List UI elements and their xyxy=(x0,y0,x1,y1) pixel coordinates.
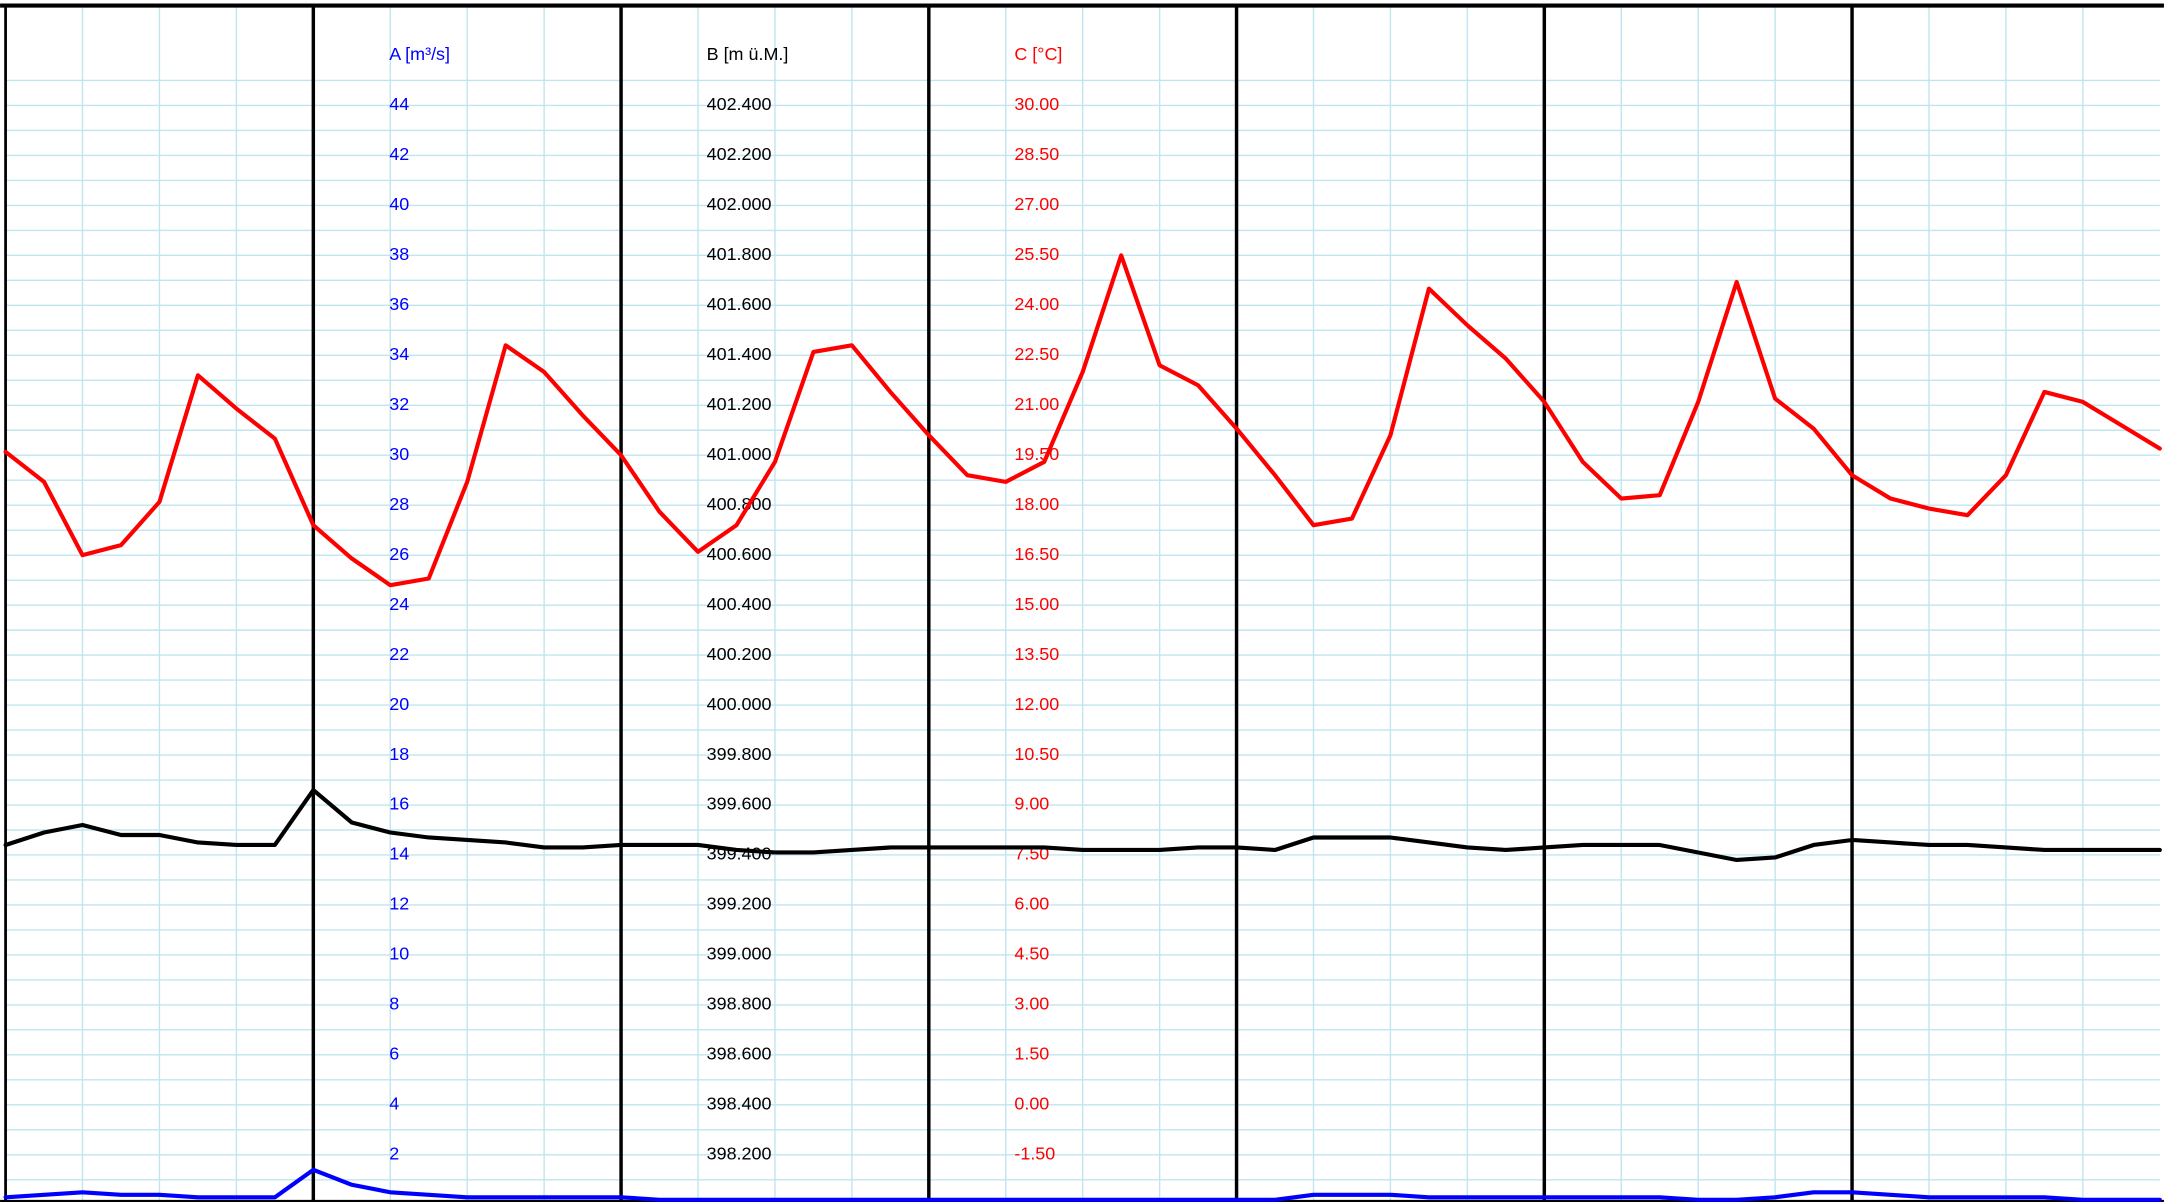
y-tick-label: 22 xyxy=(389,644,409,664)
y-tick-label: 398.600 xyxy=(707,1044,772,1064)
y-tick-label: 27.00 xyxy=(1014,194,1059,214)
y-tick-label: 401.000 xyxy=(707,444,772,464)
y-tick-label: 28.50 xyxy=(1014,144,1059,164)
y-tick-label: 30.00 xyxy=(1014,94,1059,114)
y-tick-label: 3.00 xyxy=(1014,994,1049,1014)
y-tick-label: 32 xyxy=(389,394,409,414)
y-tick-label: 36 xyxy=(389,294,409,314)
y-tick-label: 400.200 xyxy=(707,644,772,664)
y-tick-label: 16.50 xyxy=(1014,544,1059,564)
y-tick-label: -1.50 xyxy=(1014,1144,1055,1164)
y-tick-label: 400.800 xyxy=(707,494,772,514)
y-tick-label: 400.400 xyxy=(707,594,772,614)
y-tick-label: 18 xyxy=(389,744,409,764)
y-tick-label: 14 xyxy=(389,844,409,864)
y-tick-label: 400.000 xyxy=(707,694,772,714)
y-tick-label: 16 xyxy=(389,794,409,814)
y-tick-label: 399.000 xyxy=(707,944,772,964)
y-tick-label: 399.600 xyxy=(707,794,772,814)
y-tick-label: 6 xyxy=(389,1044,399,1064)
y-tick-label: 4.50 xyxy=(1014,944,1049,964)
y-tick-label: 4 xyxy=(389,1094,399,1114)
y-tick-label: 1.50 xyxy=(1014,1044,1049,1064)
y-tick-label: 399.200 xyxy=(707,894,772,914)
y-tick-label: 18.00 xyxy=(1014,494,1059,514)
y-tick-label: 15.00 xyxy=(1014,594,1059,614)
y-tick-label: 12 xyxy=(389,894,409,914)
y-tick-label: 400.600 xyxy=(707,544,772,564)
y-tick-label: 0.00 xyxy=(1014,1094,1049,1114)
y-tick-label: 22.50 xyxy=(1014,344,1059,364)
y-tick-label: 30 xyxy=(389,444,409,464)
y-tick-label: 13.50 xyxy=(1014,644,1059,664)
y-tick-label: 398.800 xyxy=(707,994,772,1014)
data-line xyxy=(3,1167,2162,1202)
y-tick-label: 398.200 xyxy=(707,1144,772,1164)
y-tick-label: 28 xyxy=(389,494,409,514)
y-tick-label: 10.50 xyxy=(1014,744,1059,764)
y-tick-label: 42 xyxy=(389,144,409,164)
axis-label: C [°C] xyxy=(1014,44,1062,64)
axis-label: A [m³/s] xyxy=(389,44,450,64)
y-tick-label: 2 xyxy=(389,1144,399,1164)
y-tick-label: 12.00 xyxy=(1014,694,1059,714)
y-tick-label: 9.00 xyxy=(1014,794,1049,814)
y-tick-label: 34 xyxy=(389,344,409,364)
y-tick-label: 401.600 xyxy=(707,294,772,314)
y-tick-label: 10 xyxy=(389,944,409,964)
y-tick-label: 8 xyxy=(389,994,399,1014)
y-tick-label: 402.200 xyxy=(707,144,772,164)
y-tick-label: 20 xyxy=(389,694,409,714)
y-tick-label: 398.400 xyxy=(707,1094,772,1114)
y-tick-label: 25.50 xyxy=(1014,244,1059,264)
y-tick-label: 38 xyxy=(389,244,409,264)
y-tick-label: 401.200 xyxy=(707,394,772,414)
y-tick-label: 401.400 xyxy=(707,344,772,364)
y-tick-label: 24.00 xyxy=(1014,294,1059,314)
y-tick-label: 26 xyxy=(389,544,409,564)
data-line xyxy=(3,253,2162,588)
y-tick-label: 401.800 xyxy=(707,244,772,264)
y-tick-label: 44 xyxy=(389,94,409,114)
frame xyxy=(0,3,2164,1202)
data-line xyxy=(3,787,2162,863)
y-tick-label: 21.00 xyxy=(1014,394,1059,414)
lines xyxy=(3,253,2162,1202)
y-tick-label: 24 xyxy=(389,594,409,614)
axis-labels: 2468101214161820222426283032343638404244… xyxy=(389,44,1062,1163)
axis-label: B [m ü.M.] xyxy=(707,44,789,64)
y-tick-label: 6.00 xyxy=(1014,894,1049,914)
grid xyxy=(5,5,2160,1202)
y-tick-label: 402.000 xyxy=(707,194,772,214)
y-tick-label: 402.400 xyxy=(707,94,772,114)
y-tick-label: 399.800 xyxy=(707,744,772,764)
y-tick-label: 40 xyxy=(389,194,409,214)
